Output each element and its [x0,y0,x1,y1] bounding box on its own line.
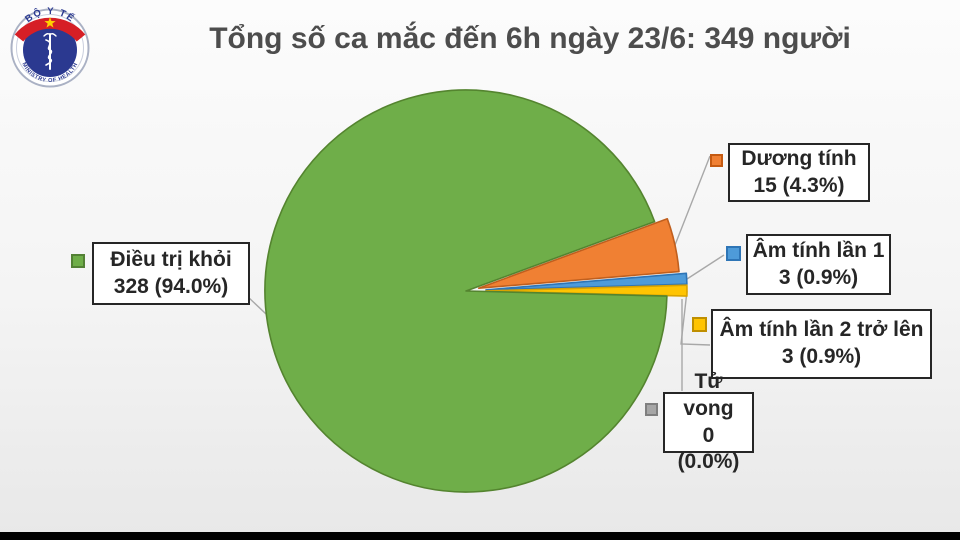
legend-marker-am-tinh-lan-2 [692,317,707,332]
legend-marker-duong-tinh [710,154,723,167]
star-icon [44,17,56,28]
callout-label-am-tinh-lan-1: Âm tính lần 1 [752,238,885,262]
pie-slice-am-tinh-lan-2 [485,284,688,297]
callout-tu-vong: Tử vong 0 (0.0%) [663,370,754,473]
ministry-of-health-logo: BỘ Y TẾ MINISTRY OF HEALTH [10,6,90,88]
leader-line-am-tinh-lan-2 [680,290,711,346]
callout-am-tinh-lan-2: Âm tính lần 2 trở lên 3 (0.9%) [711,309,932,379]
pie-slice-am-tinh-lan-1 [485,272,688,291]
leader-line-duong-tinh [674,155,711,246]
page-title: Tổng số ca mắc đến 6h ngày 23/6: 349 ngư… [209,22,851,55]
legend-marker-tu-vong [645,403,658,416]
caduceus-icon [43,33,57,70]
legend-marker-dieu-tri-khoi [71,254,85,268]
callout-label-am-tinh-lan-2: Âm tính lần 2 trở lên [719,318,924,342]
callout-duong-tinh: Dương tính 15 (4.3%) [728,143,870,202]
pie-slice-dieu-tri-khoi [264,89,668,493]
callout-dieu-tri-khoi: Điều trị khỏi 328 (94.0%) [92,242,250,305]
callout-am-tinh-lan-1: Âm tính lần 1 3 (0.9%) [746,234,891,295]
callout-value-duong-tinh: 15 (4.3%) [753,173,845,197]
letterbox-bar [0,532,960,540]
callout-value-tu-vong: 0 (0.0%) [677,423,740,474]
callout-label-duong-tinh: Dương tính [741,146,857,170]
pie-slice-duong-tinh [477,218,680,289]
callout-label-tu-vong: Tử vong [683,369,734,420]
callout-label-dieu-tri-khoi: Điều trị khỏi [110,247,232,271]
leader-line-am-tinh-lan-1 [686,254,725,280]
callout-value-dieu-tri-khoi: 328 (94.0%) [113,274,229,298]
legend-marker-am-tinh-lan-1 [726,246,741,261]
callout-value-am-tinh-lan-2: 3 (0.9%) [781,345,862,368]
callout-value-am-tinh-lan-1: 3 (0.9%) [778,265,859,289]
